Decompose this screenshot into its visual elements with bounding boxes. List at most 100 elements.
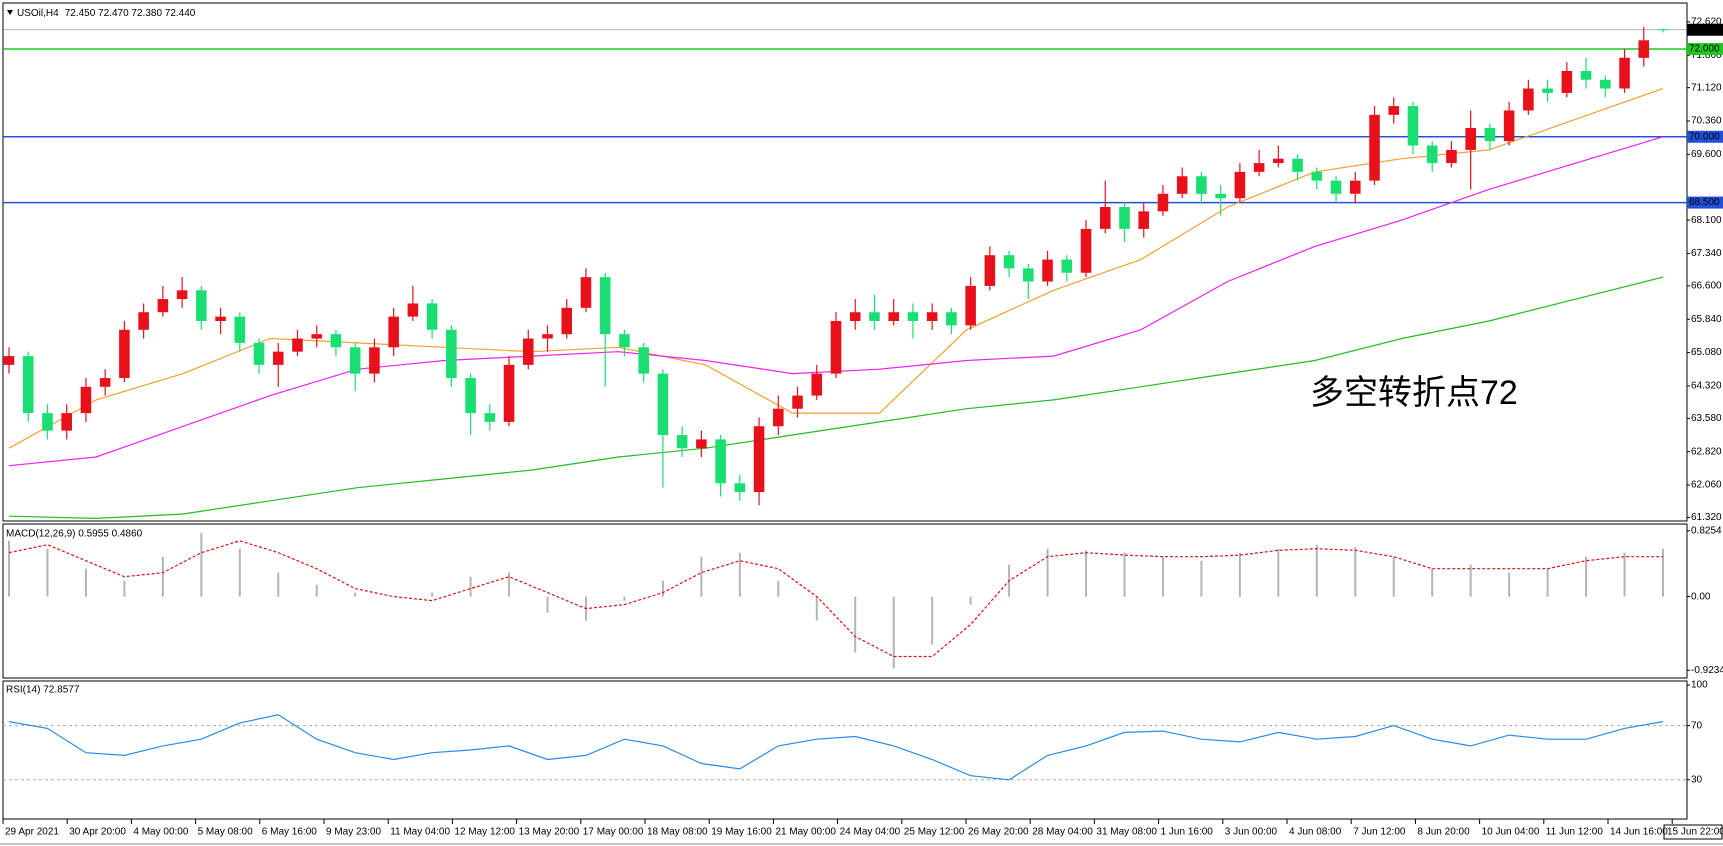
candle-body [638,347,649,374]
y-tick-label: 0.8254 [1691,525,1722,536]
y-tick-label: 69.600 [1691,149,1722,160]
candle-body [292,338,303,352]
x-tick-label: 15 Jun 22:00 [1667,827,1723,838]
rsi-panel [2,680,1688,820]
candle-body [484,413,496,422]
candle-body [599,277,611,335]
x-tick-label: 28 May 04:00 [1032,827,1093,838]
candle-body [388,316,399,348]
y-tick-label: 62.820 [1691,446,1722,457]
x-tick-label: 5 May 08:00 [198,827,253,838]
x-tick-label: 4 Jun 08:00 [1289,827,1342,838]
candle-body [715,439,726,484]
rsi-line [8,714,1664,781]
candle-body [676,435,688,449]
candle-body [99,378,111,387]
symbol: USOil,H4 [17,8,59,19]
macd-signal [8,540,1663,658]
candle-body [465,378,476,414]
x-tick-label: 25 May 12:00 [904,827,965,838]
y-tick-label: 63.580 [1691,413,1722,424]
candle-body [1369,114,1380,181]
candle-body [1542,88,1553,93]
y-tick-label: 72.620 [1691,17,1722,28]
level-label-box [1687,43,1723,56]
candle-body [696,439,707,449]
level-label: 70.000 [1689,131,1720,142]
x-tick-label: 12 May 12:00 [454,827,515,838]
y-tick-label: 30 [1691,774,1703,785]
x-tick-label: 21 May 00:00 [775,827,836,838]
candle-body [1446,149,1457,164]
candle-body [330,334,342,348]
ohlc: 72.450 72.470 72.380 72.440 [65,8,196,19]
x-tick-label: 13 May 20:00 [519,827,580,838]
y-tick-label: 64.320 [1691,381,1722,392]
x-tick-label: 29 Apr 2021 [5,827,59,838]
candle-body [734,483,746,493]
candle-body [446,329,457,379]
candle-body [1407,106,1419,146]
y-tick-label: 70.360 [1691,116,1722,127]
x-tick-label: 19 May 16:00 [711,827,772,838]
candle-body [42,413,53,431]
x-tick-label: 17 May 00:00 [583,827,644,838]
candle-body [753,426,765,493]
x-tick-label: 1 Jun 16:00 [1161,827,1214,838]
candle-body [1080,228,1092,273]
x-tick-label: 4 May 00:00 [133,827,188,838]
candle-body [369,347,380,374]
candle-body [22,356,34,414]
level-label-box [1687,130,1723,143]
y-tick-label: 65.080 [1691,347,1722,358]
y-tick-label: 71.860 [1691,50,1722,61]
candle-body [1657,29,1669,31]
candle-body [1196,176,1207,194]
x-tick-label: 30 Apr 20:00 [69,827,126,838]
y-tick-label: 65.840 [1691,314,1722,325]
candle-body [561,307,573,335]
candle-body [1042,259,1053,282]
candle-body [138,312,149,330]
chart-header: USOil,H4 72.450 72.470 72.380 72.440 [17,8,196,19]
price-panel [2,2,1688,522]
candle-body [311,334,323,339]
y-tick-label: 67.340 [1691,248,1722,259]
candle-body [1349,180,1361,194]
y-tick-label: 0.00 [1691,591,1711,602]
y-tick-label: 61.320 [1691,512,1722,523]
candle-body [1061,259,1073,273]
x-tick-label: 10 Jun 04:00 [1482,827,1540,838]
x-tick-label: 14 Jun 16:00 [1610,827,1668,838]
symbol-menu-arrow[interactable] [7,10,13,15]
candle-body [1273,158,1284,164]
candle-body [907,312,919,321]
candle-body [984,255,996,286]
x-tick-label: 3 Jun 00:00 [1225,827,1278,838]
candle-body [1619,57,1630,89]
annotation: 多空转折点72 [1310,374,1518,412]
candle-body [80,386,92,414]
candle-body [253,342,265,365]
x-tick-label: 24 May 04:00 [840,827,901,838]
candle-body [1638,40,1650,58]
x-tick-label: 31 May 08:00 [1096,827,1157,838]
candle-body [157,299,169,313]
candle-body [119,329,130,379]
x-tick-label: 18 May 08:00 [647,827,708,838]
candle-body [946,312,957,326]
candle-body [1580,70,1592,80]
candle-body [503,364,515,422]
candle-body [1311,171,1323,181]
x-tick-label: 7 Jun 12:00 [1353,827,1406,838]
candle-body [1234,171,1246,199]
candle-body [1523,88,1534,111]
current-time-box [1663,824,1723,840]
y-tick-label: 68.100 [1691,215,1722,226]
candle-body [1503,110,1515,142]
macd-title: MACD(12,26,9) 0.5955 0.4860 [6,529,143,540]
candle-body [1119,206,1130,229]
moving-average [8,276,1664,520]
candle-body [1215,193,1226,199]
